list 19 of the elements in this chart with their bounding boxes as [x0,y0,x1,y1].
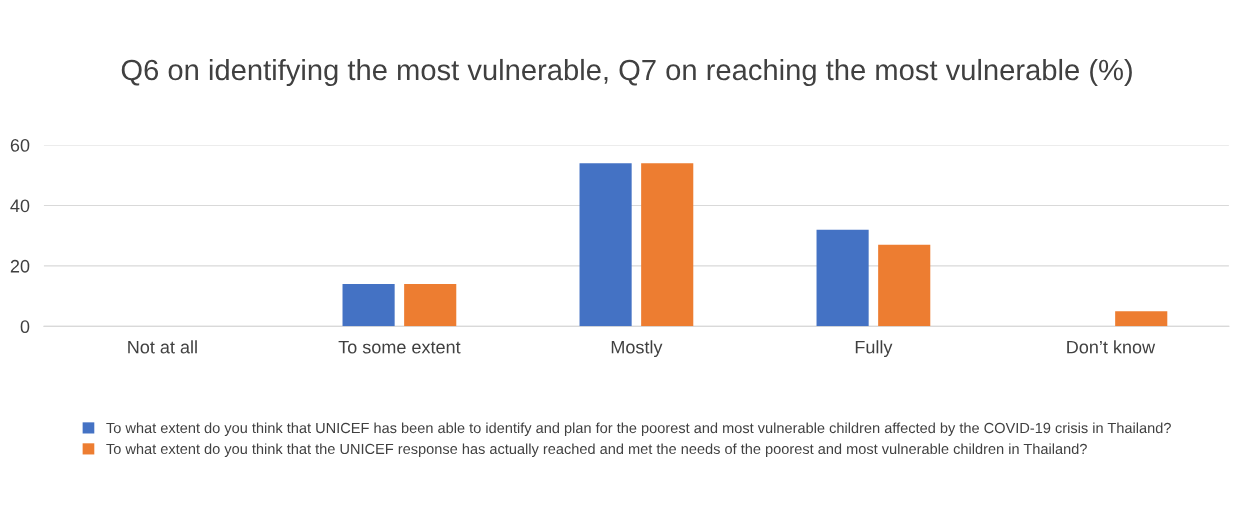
y-tick-label: 40 [10,199,30,213]
x-tick-label: Fully [855,340,893,358]
y-tick-label: 60 [10,138,30,152]
x-tick-label: Mostly [611,340,663,358]
x-tick-label: To some extent [338,340,461,354]
legend-label: To what extent do you think that UNICEF has been able to identify and plan for the poorest and most vulnerable children affected by the COVID-19 crisis in Thailand? [106,422,1171,437]
bar [579,163,632,327]
bar [641,163,694,327]
bar [404,284,457,327]
y-tick-label: 20 [10,259,30,273]
bar [878,244,931,327]
x-tick-label: Don’t know [1067,340,1156,354]
bar [816,229,869,327]
bar [342,284,395,327]
x-tick-label: Not at all [128,340,197,354]
legend-label: To what extent do you think that the UNICEF response has actually reached and met the needs of the poorest and most vulnerable children in Thailand? [106,443,1087,457]
y-tick-label: 0 [20,320,30,334]
bar [1115,311,1168,327]
chart-title: Q6 on identifying the most vulnerable, Q7 on reaching the most vulnerable (%) [121,58,1132,87]
